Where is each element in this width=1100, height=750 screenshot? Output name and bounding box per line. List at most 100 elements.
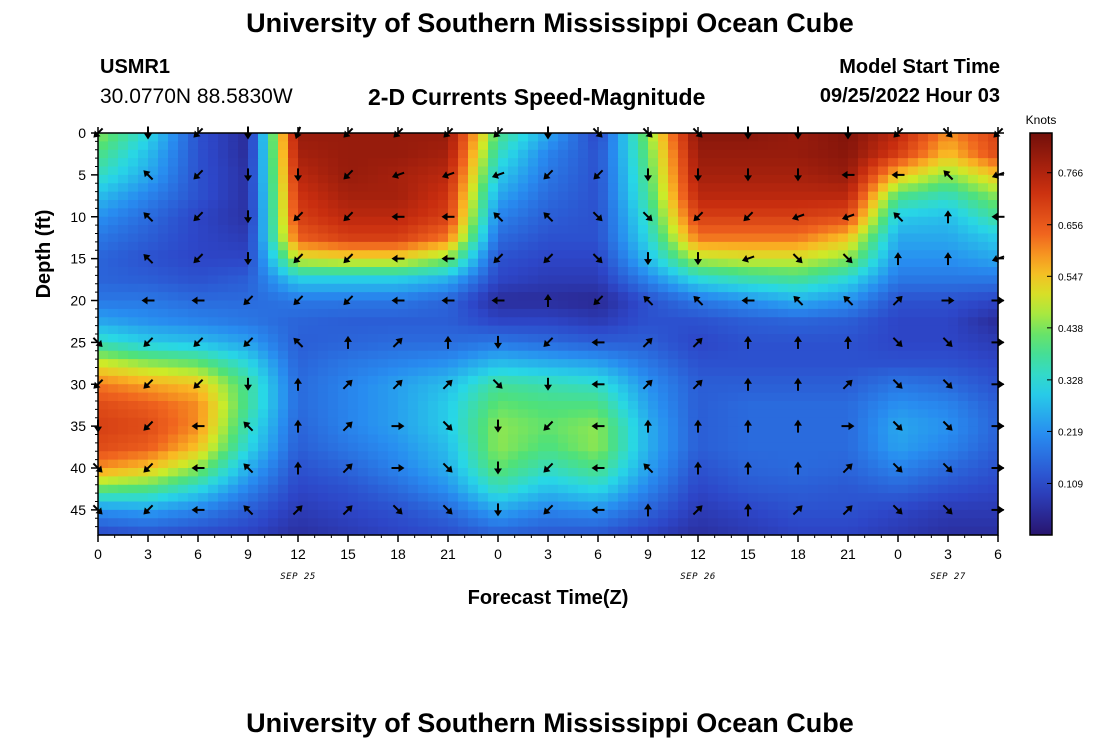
heatmap-cell xyxy=(918,375,929,385)
heatmap-cell xyxy=(748,208,759,218)
heatmap-cell xyxy=(948,334,959,343)
heatmap-cell xyxy=(958,308,969,318)
heatmap-cell xyxy=(588,325,599,335)
heatmap-cell xyxy=(388,375,399,385)
heatmap-cell xyxy=(208,476,219,486)
heatmap-cell xyxy=(658,509,669,519)
heatmap-cell xyxy=(288,417,299,427)
heatmap-cell xyxy=(728,183,739,193)
heatmap-cell xyxy=(668,308,679,318)
heatmap-cell xyxy=(348,250,359,260)
heatmap-cell xyxy=(698,384,709,394)
heatmap-cell xyxy=(888,191,899,201)
heatmap-cell xyxy=(678,375,689,385)
heatmap-cell xyxy=(328,367,339,377)
heatmap-cell xyxy=(708,200,719,209)
heatmap-cell xyxy=(748,200,759,209)
heatmap-cell xyxy=(178,158,189,168)
heatmap-cell xyxy=(548,334,559,343)
heatmap-cell xyxy=(608,342,619,352)
heatmap-cell xyxy=(698,468,709,477)
heatmap-cell xyxy=(118,141,129,151)
heatmap-cell xyxy=(638,250,649,260)
heatmap-cell xyxy=(238,417,249,427)
heatmap-cell xyxy=(688,174,699,184)
heatmap-cell xyxy=(918,191,929,201)
heatmap-cell xyxy=(788,141,799,151)
heatmap-cell xyxy=(908,200,919,209)
heatmap-cell xyxy=(368,250,379,260)
heatmap-cell xyxy=(918,200,929,209)
heatmap-cell xyxy=(858,275,869,285)
heatmap-cell xyxy=(588,417,599,427)
heatmap-cell xyxy=(948,350,959,360)
heatmap-cell xyxy=(958,208,969,218)
heatmap-cell xyxy=(168,141,179,151)
heatmap-cell xyxy=(358,158,369,168)
y-tick-label: 30 xyxy=(70,376,86,392)
current-arrow xyxy=(743,211,754,222)
heatmap-cell xyxy=(148,501,159,511)
heatmap-cell xyxy=(368,200,379,209)
heatmap-cell xyxy=(208,526,219,536)
heatmap-cell xyxy=(378,342,389,352)
current-arrow xyxy=(892,337,903,347)
heatmap-cell xyxy=(458,476,469,486)
heatmap-cell xyxy=(638,258,649,268)
heatmap-cell xyxy=(308,334,319,343)
heatmap-cell xyxy=(898,200,909,209)
heatmap-cell xyxy=(888,509,899,519)
heatmap-cell xyxy=(738,158,749,168)
heatmap-cell xyxy=(588,149,599,159)
heatmap-cell xyxy=(618,308,629,318)
heatmap-cell xyxy=(428,292,439,302)
heatmap-cell xyxy=(458,509,469,519)
heatmap-cell xyxy=(178,484,189,494)
heatmap-cell xyxy=(508,392,519,402)
current-arrow xyxy=(494,461,502,475)
heatmap-cell xyxy=(418,275,429,285)
heatmap-cell xyxy=(358,191,369,201)
heatmap-cell xyxy=(498,401,509,410)
heatmap-cell xyxy=(918,283,929,293)
heatmap-cell xyxy=(928,468,939,477)
heatmap-cell xyxy=(138,258,149,268)
heatmap-cell xyxy=(108,317,119,327)
heatmap-cell xyxy=(588,292,599,302)
heatmap-cell xyxy=(648,434,659,444)
heatmap-cell xyxy=(388,283,399,293)
heatmap-cell xyxy=(208,225,219,235)
heatmap-cell xyxy=(568,459,579,469)
heatmap-cell xyxy=(588,317,599,327)
heatmap-cell xyxy=(708,208,719,218)
heatmap-cell xyxy=(528,233,539,243)
heatmap-cell xyxy=(848,476,859,486)
heatmap-cell xyxy=(758,208,769,218)
heatmap-cell xyxy=(988,334,999,343)
heatmap-cell xyxy=(548,216,559,226)
heatmap-cell xyxy=(118,367,129,377)
heatmap-cell xyxy=(628,509,639,519)
heatmap-cell xyxy=(538,258,549,268)
heatmap-cell xyxy=(358,476,369,486)
heatmap-cell xyxy=(508,342,519,352)
heatmap-cell xyxy=(868,384,879,394)
heatmap-cell xyxy=(768,141,779,151)
heatmap-cell xyxy=(258,501,269,511)
heatmap-cell xyxy=(288,442,299,452)
heatmap-cell xyxy=(858,392,869,402)
heatmap-cell xyxy=(148,518,159,528)
heatmap-cell xyxy=(138,225,149,235)
heatmap-cell xyxy=(988,308,999,318)
heatmap-cell xyxy=(748,183,759,193)
heatmap-cell xyxy=(798,258,809,268)
heatmap-cell xyxy=(538,325,549,335)
heatmap-cell xyxy=(808,518,819,528)
heatmap-cell xyxy=(868,468,879,477)
heatmap-cell xyxy=(638,308,649,318)
heatmap-cell xyxy=(318,283,329,293)
heatmap-cell xyxy=(988,208,999,218)
heatmap-cell xyxy=(158,158,169,168)
heatmap-cell xyxy=(638,225,649,235)
heatmap-cell xyxy=(368,275,379,285)
